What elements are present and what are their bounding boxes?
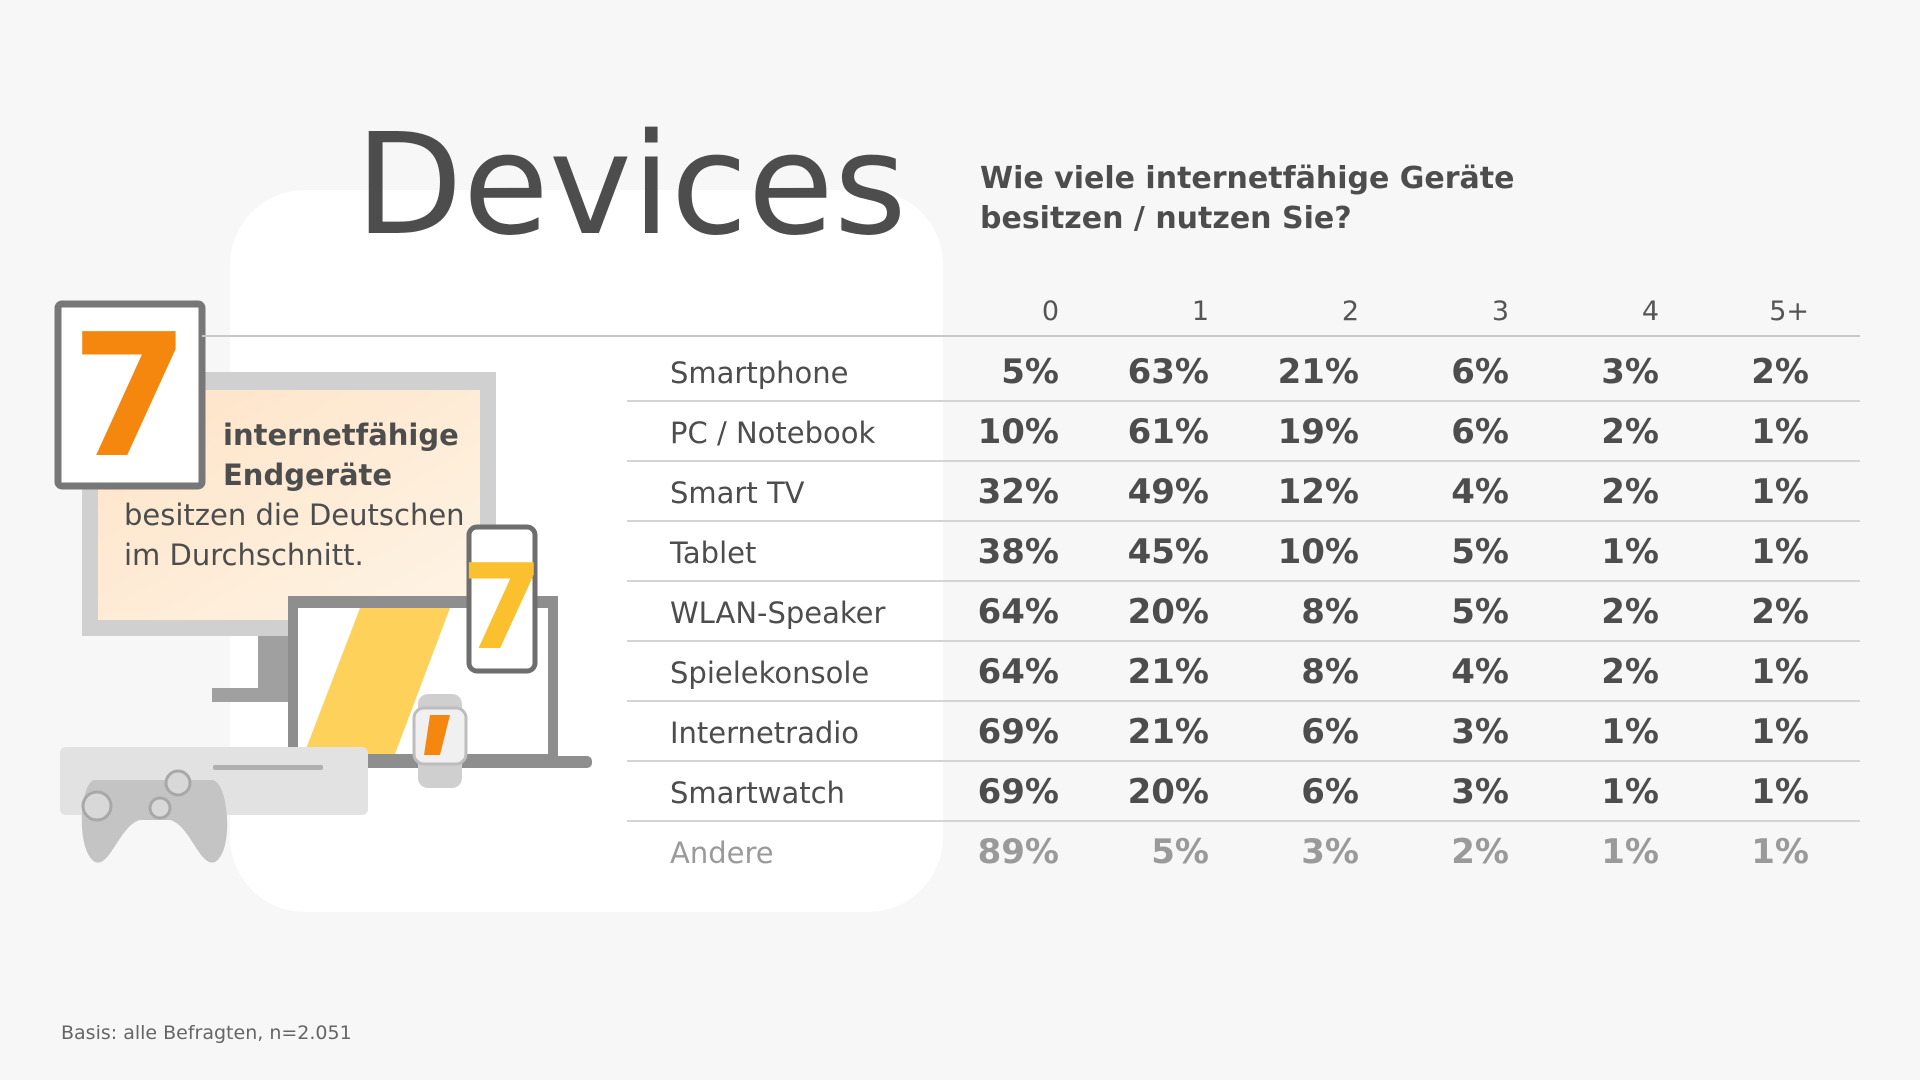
callout-text: besitzen die Deutschen: [124, 498, 465, 532]
row-label: Spielekonsole: [670, 656, 869, 690]
row-label: Smart TV: [670, 476, 805, 510]
cell-value: 2%: [1751, 592, 1809, 632]
watch-stripe: [424, 715, 450, 755]
cell-value: 2%: [1601, 592, 1659, 632]
cell-value: 2%: [1601, 472, 1659, 512]
column-header: 2: [1342, 296, 1359, 327]
cell-value: 64%: [978, 652, 1059, 692]
cell-value: 6%: [1301, 712, 1359, 752]
row-label: Andere: [670, 836, 774, 870]
laptop-stripe: [304, 608, 450, 754]
monitor-stand: [258, 636, 288, 698]
cell-value: 6%: [1301, 772, 1359, 812]
cell-value: 1%: [1751, 532, 1809, 572]
cell-value: 1%: [1751, 472, 1809, 512]
cell-value: 5%: [1451, 592, 1509, 632]
cell-value: 5%: [1001, 352, 1059, 392]
cell-value: 1%: [1751, 832, 1809, 872]
cell-value: 5%: [1451, 532, 1509, 572]
cell-value: 1%: [1751, 412, 1809, 452]
cell-value: 1%: [1751, 772, 1809, 812]
console-slot: [213, 765, 323, 770]
cell-value: 1%: [1601, 712, 1659, 752]
callout-text: im Durchschnitt.: [124, 538, 364, 572]
column-header: 0: [1042, 296, 1059, 327]
cell-value: 20%: [1128, 772, 1209, 812]
cell-value: 49%: [1128, 472, 1209, 512]
row-label: PC / Notebook: [670, 416, 875, 450]
cell-value: 1%: [1601, 532, 1659, 572]
controller-button: [164, 769, 192, 797]
cell-value: 21%: [1278, 352, 1359, 392]
cell-value: 10%: [978, 412, 1059, 452]
cell-value: 8%: [1301, 592, 1359, 632]
cell-value: 3%: [1451, 712, 1509, 752]
cell-value: 21%: [1128, 652, 1209, 692]
cell-value: 10%: [1278, 532, 1359, 572]
cell-value: 4%: [1451, 472, 1509, 512]
cell-value: 2%: [1601, 412, 1659, 452]
title: Devices: [355, 104, 907, 267]
controller: [81, 780, 228, 863]
callout-number: 7: [71, 298, 189, 496]
cell-value: 61%: [1128, 412, 1209, 452]
cell-value: 6%: [1451, 412, 1509, 452]
cell-value: 1%: [1601, 832, 1659, 872]
cell-value: 3%: [1601, 352, 1659, 392]
cell-value: 32%: [978, 472, 1059, 512]
table: 0 1 2 3 4 5+ Smartphone 5% 63% 21% 6% 3% 2% PC / Note…: [627, 296, 1860, 872]
controller-button: [148, 796, 172, 820]
cell-value: 4%: [1451, 652, 1509, 692]
row-label: Tablet: [669, 536, 756, 570]
cell-value: 5%: [1151, 832, 1209, 872]
cell-value: 2%: [1751, 352, 1809, 392]
cell-value: 21%: [1128, 712, 1209, 752]
column-header: 5+: [1769, 296, 1809, 327]
row-label: Smartwatch: [670, 776, 845, 810]
phone: [466, 524, 538, 674]
cell-value: 3%: [1451, 772, 1509, 812]
column-header: 1: [1192, 296, 1209, 327]
question-line: Wie viele internetfähige Geräte: [980, 161, 1515, 196]
callout-bold: Endgeräte: [223, 458, 392, 492]
question-line: besitzen / nutzen Sie?: [980, 201, 1352, 236]
cell-value: 1%: [1751, 712, 1809, 752]
footnote: Basis: alle Befragten, n=2.051: [61, 1022, 352, 1044]
cell-value: 69%: [978, 772, 1059, 812]
cell-value: 1%: [1601, 772, 1659, 812]
illustration: 7 7: [54, 298, 592, 863]
cell-value: 3%: [1301, 832, 1359, 872]
callout-bold: internetfähige: [223, 418, 459, 452]
cell-value: 89%: [978, 832, 1059, 872]
phone-number: 7: [461, 538, 543, 676]
cell-value: 1%: [1751, 652, 1809, 692]
cell-value: 69%: [978, 712, 1059, 752]
monitor-foot: [212, 688, 302, 702]
cell-value: 2%: [1601, 652, 1659, 692]
cell-value: 8%: [1301, 652, 1359, 692]
cell-value: 45%: [1128, 532, 1209, 572]
tablet: [54, 300, 206, 490]
row-label: Internetradio: [670, 716, 859, 750]
cell-value: 63%: [1128, 352, 1209, 392]
cell-value: 19%: [1278, 412, 1359, 452]
row-label: Smartphone: [670, 356, 848, 390]
cell-value: 20%: [1128, 592, 1209, 632]
cell-value: 38%: [978, 532, 1059, 572]
column-header: 3: [1492, 296, 1509, 327]
column-header: 4: [1642, 296, 1659, 327]
cell-value: 2%: [1451, 832, 1509, 872]
controller-button: [81, 790, 113, 822]
row-label: WLAN-Speaker: [670, 596, 886, 630]
cell-value: 64%: [978, 592, 1059, 632]
cell-value: 12%: [1278, 472, 1359, 512]
cell-value: 6%: [1451, 352, 1509, 392]
